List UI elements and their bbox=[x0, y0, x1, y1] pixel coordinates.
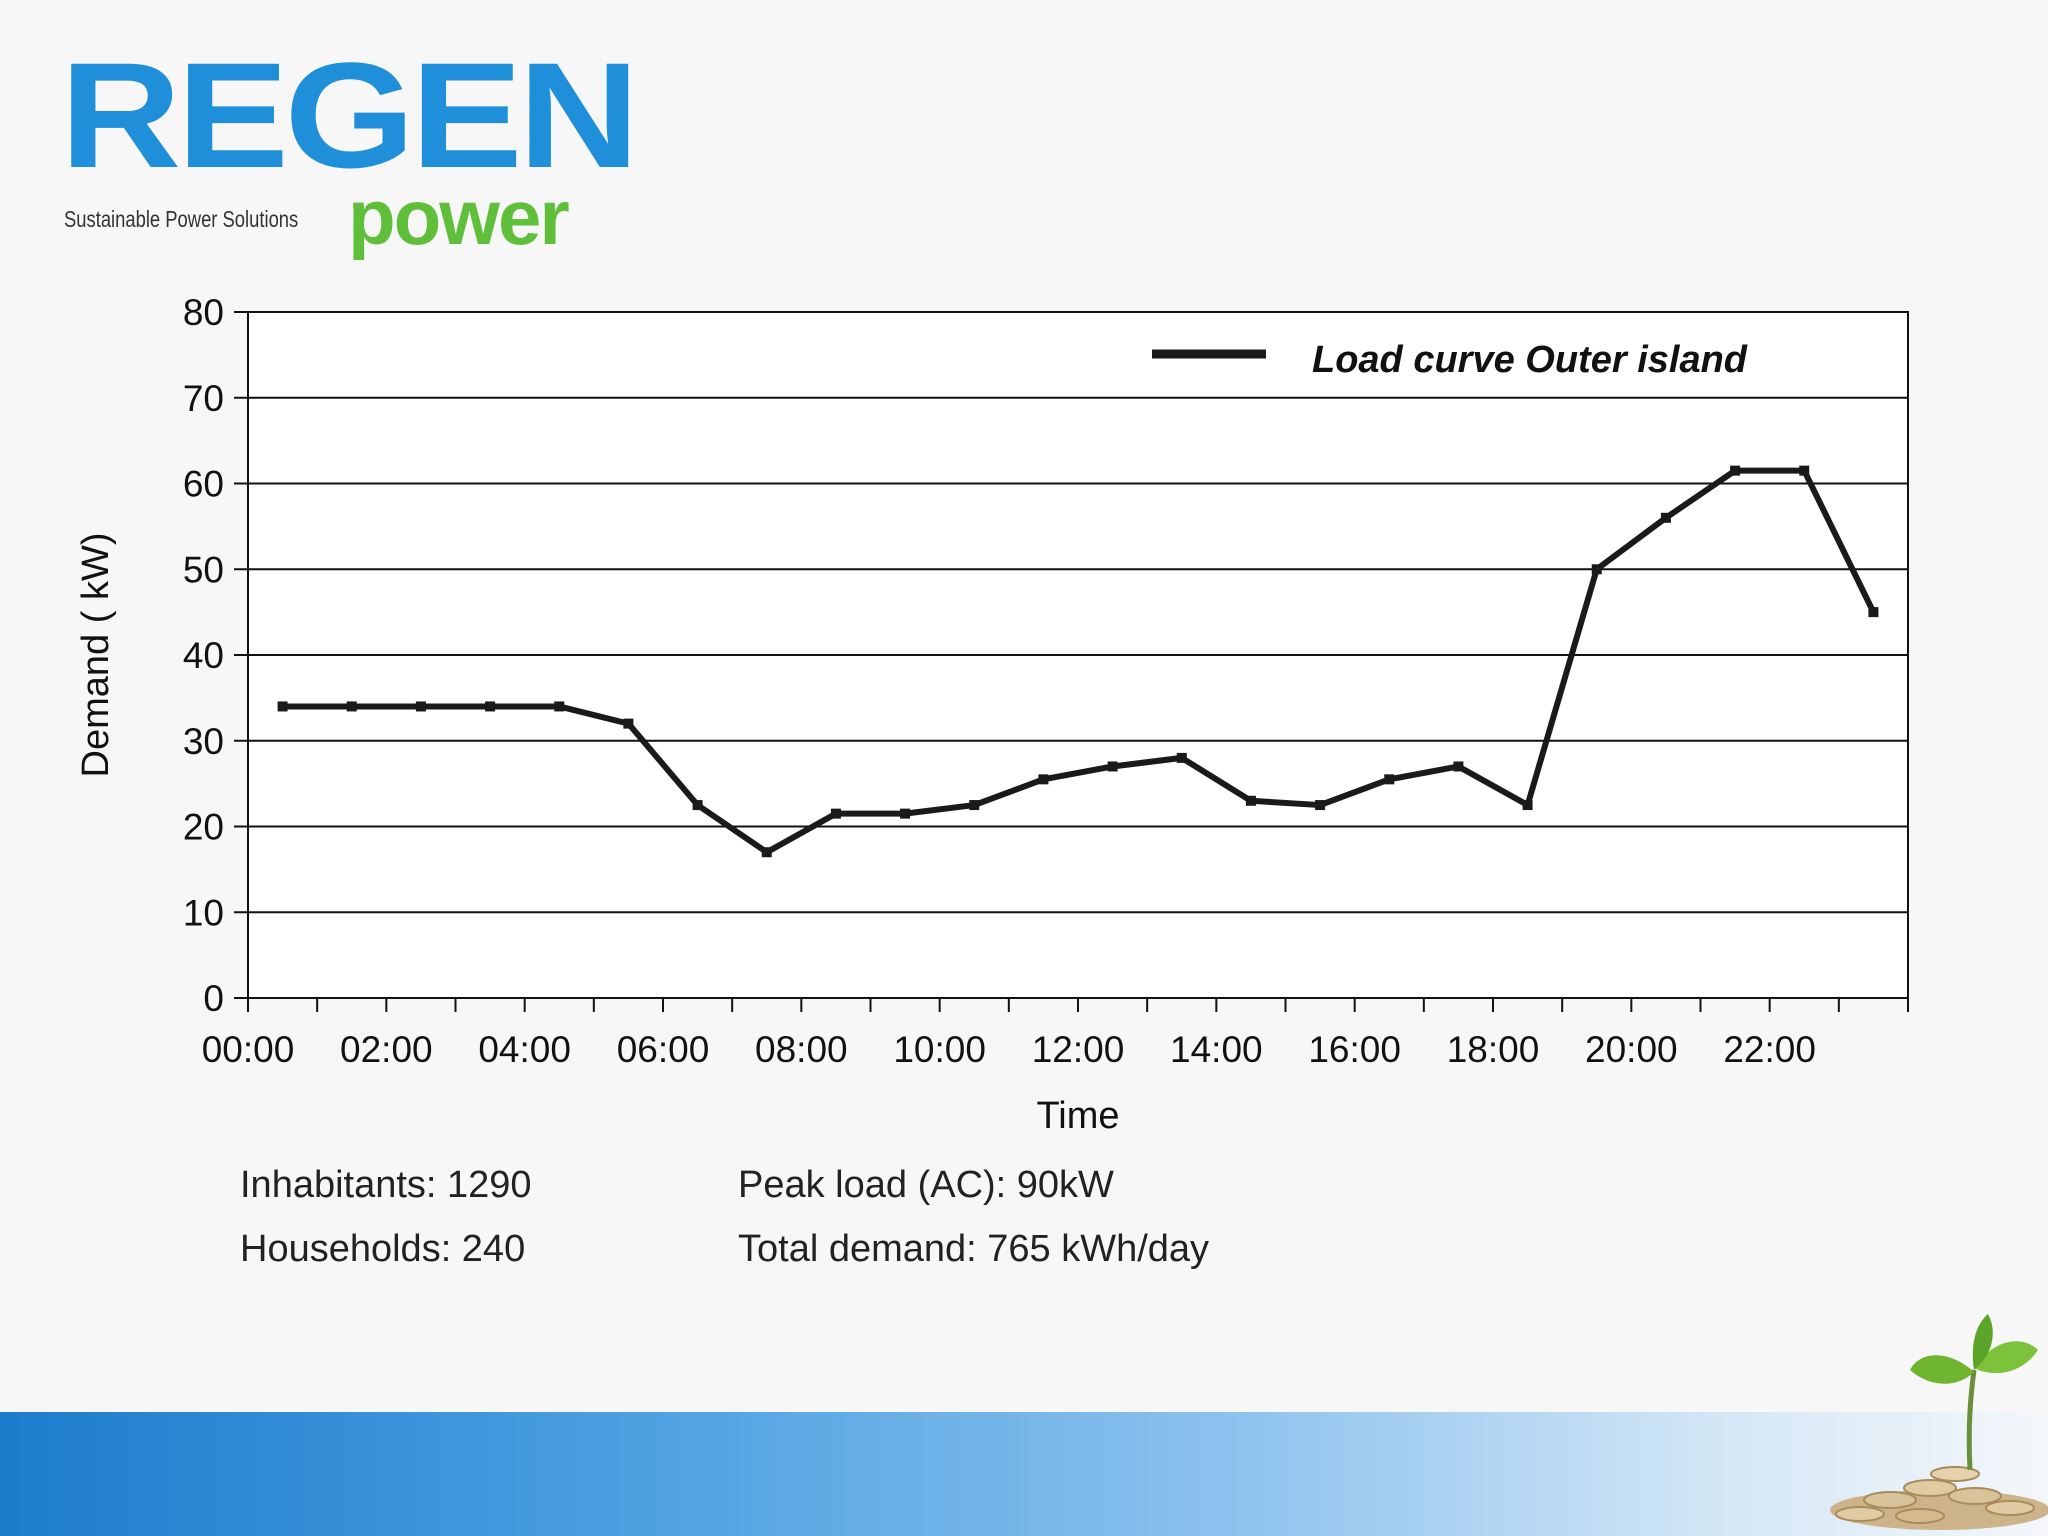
data-point bbox=[623, 718, 634, 729]
data-point bbox=[830, 808, 841, 819]
x-tick-label: 14:00 bbox=[1170, 1029, 1263, 1070]
logo-tagline: Sustainable Power Solutions bbox=[64, 206, 299, 232]
stat-households: Households: 240 bbox=[240, 1228, 526, 1270]
x-tick-label: 22:00 bbox=[1723, 1029, 1816, 1070]
y-tick-label: 40 bbox=[183, 635, 224, 676]
load-curve-chart: 0 10 20 30 40 50 60 70 80 00:00 02:00 04:00 06:00 08:… bbox=[75, 292, 1909, 1137]
x-tick-label: 06:00 bbox=[617, 1029, 710, 1070]
data-point bbox=[415, 701, 426, 712]
data-point bbox=[346, 701, 357, 712]
data-point bbox=[1799, 465, 1810, 476]
series-line bbox=[282, 467, 1877, 856]
x-tick-label: 10:00 bbox=[893, 1029, 986, 1070]
y-tick-label: 10 bbox=[183, 892, 224, 933]
y-tick-label: 20 bbox=[183, 807, 224, 848]
y-tick-label: 50 bbox=[183, 549, 224, 590]
regen-power-logo: REGEN Sustainable Power Solutions power bbox=[60, 40, 640, 256]
data-point bbox=[969, 800, 980, 811]
x-tick-label: 12:00 bbox=[1032, 1029, 1125, 1070]
data-point bbox=[554, 701, 565, 712]
x-tick-label: 16:00 bbox=[1308, 1029, 1401, 1070]
x-tick-label: 00:00 bbox=[202, 1029, 295, 1070]
y-tick-label: 60 bbox=[183, 464, 224, 505]
y-tick-label: 80 bbox=[183, 292, 224, 333]
logo-power-text: power bbox=[348, 173, 570, 261]
data-point bbox=[1868, 607, 1879, 618]
data-point bbox=[485, 701, 496, 712]
stat-peak-load: Peak load (AC): 90kW bbox=[738, 1164, 1114, 1206]
x-tick-label: 02:00 bbox=[340, 1029, 433, 1070]
y-tick-label: 0 bbox=[203, 978, 224, 1019]
x-tick-label: 08:00 bbox=[755, 1029, 848, 1070]
stat-inhabitants: Inhabitants: 1290 bbox=[240, 1164, 532, 1206]
logo-brand-text: REGEN bbox=[60, 31, 640, 199]
x-axis-title: Time bbox=[1036, 1095, 1119, 1137]
data-point bbox=[1453, 761, 1464, 772]
data-point bbox=[1384, 774, 1395, 785]
y-tick-label: 70 bbox=[183, 378, 224, 419]
data-point bbox=[1315, 800, 1326, 811]
data-point bbox=[1660, 512, 1671, 523]
seedling-coins-icon bbox=[1830, 1314, 2048, 1530]
stat-total-demand: Total demand: 765 kWh/day bbox=[738, 1228, 1210, 1270]
x-tick-label: 04:00 bbox=[478, 1029, 571, 1070]
x-tick-label: 20:00 bbox=[1585, 1029, 1678, 1070]
data-point bbox=[1730, 465, 1741, 476]
data-point bbox=[900, 808, 911, 819]
data-point bbox=[1038, 774, 1049, 785]
x-tick-label: 18:00 bbox=[1447, 1029, 1540, 1070]
y-axis-title: Demand ( kW) bbox=[75, 533, 117, 778]
footer-band bbox=[0, 1412, 2048, 1536]
data-point bbox=[277, 701, 288, 712]
data-point bbox=[1245, 795, 1256, 806]
legend-label: Load curve Outer island bbox=[1312, 339, 1748, 381]
data-point bbox=[1176, 752, 1187, 763]
data-point bbox=[1591, 564, 1602, 575]
data-point bbox=[692, 800, 703, 811]
y-tick-label: 30 bbox=[183, 721, 224, 762]
data-point bbox=[1107, 761, 1118, 772]
data-point bbox=[761, 847, 772, 858]
data-point bbox=[1522, 800, 1533, 811]
